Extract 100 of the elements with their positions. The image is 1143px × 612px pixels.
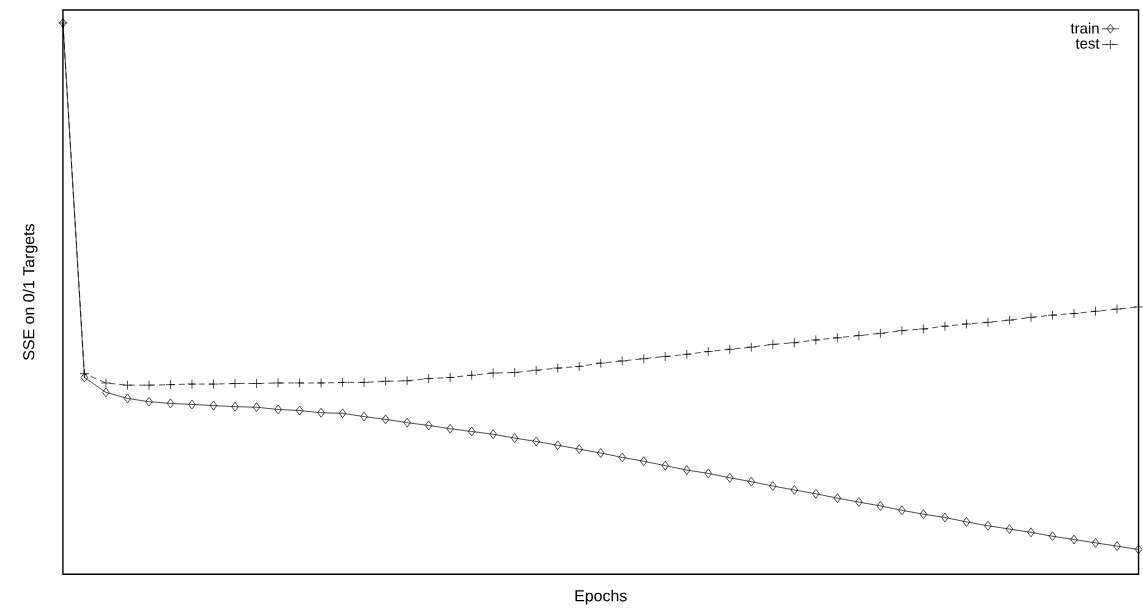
point bbox=[337, 377, 348, 388]
point bbox=[531, 365, 542, 376]
point bbox=[1090, 306, 1101, 317]
point bbox=[402, 375, 412, 386]
point bbox=[1048, 531, 1057, 541]
point bbox=[875, 328, 886, 339]
point bbox=[1091, 537, 1100, 548]
point bbox=[510, 433, 519, 443]
point bbox=[251, 378, 262, 389]
point bbox=[165, 379, 176, 390]
point bbox=[208, 379, 219, 389]
y-axis-title: SSE on 0/1 Targets bbox=[22, 224, 38, 360]
point bbox=[1005, 524, 1014, 534]
point bbox=[316, 378, 326, 388]
point bbox=[768, 339, 778, 350]
point bbox=[854, 330, 864, 341]
point bbox=[640, 456, 648, 466]
point bbox=[983, 317, 993, 328]
point bbox=[446, 423, 454, 434]
point bbox=[295, 405, 304, 416]
point bbox=[747, 476, 756, 487]
point bbox=[919, 509, 928, 519]
point bbox=[489, 429, 497, 439]
point bbox=[962, 516, 971, 527]
point bbox=[1112, 304, 1122, 314]
point bbox=[1004, 315, 1015, 325]
point bbox=[230, 378, 240, 389]
point bbox=[274, 404, 282, 415]
point bbox=[790, 484, 799, 495]
point bbox=[811, 335, 821, 345]
point bbox=[79, 368, 90, 379]
point bbox=[897, 325, 907, 336]
x-axis-title: Epochs bbox=[575, 589, 627, 605]
point bbox=[1134, 544, 1143, 555]
point bbox=[145, 396, 153, 407]
point bbox=[961, 319, 972, 329]
point bbox=[1070, 534, 1078, 545]
point bbox=[231, 401, 239, 412]
point bbox=[423, 373, 434, 384]
point bbox=[681, 349, 692, 360]
point bbox=[1113, 541, 1121, 551]
point bbox=[984, 520, 992, 531]
point bbox=[724, 344, 735, 355]
point bbox=[532, 436, 540, 447]
point bbox=[466, 370, 477, 380]
point bbox=[703, 346, 714, 357]
point bbox=[940, 321, 950, 331]
point bbox=[789, 337, 800, 348]
legend-label: train bbox=[1070, 22, 1099, 34]
point bbox=[552, 363, 563, 373]
point bbox=[252, 402, 261, 412]
point bbox=[1047, 310, 1058, 320]
point bbox=[661, 460, 669, 471]
point bbox=[704, 468, 712, 479]
point bbox=[638, 353, 649, 364]
point bbox=[122, 380, 133, 390]
point bbox=[80, 372, 89, 383]
point bbox=[1026, 312, 1036, 323]
point bbox=[338, 408, 347, 419]
point bbox=[509, 367, 520, 378]
point bbox=[746, 342, 757, 352]
point bbox=[941, 512, 949, 523]
point bbox=[209, 400, 218, 411]
point bbox=[618, 452, 626, 463]
point bbox=[359, 377, 369, 388]
point bbox=[726, 472, 734, 483]
point bbox=[144, 380, 154, 390]
point bbox=[317, 407, 325, 418]
point bbox=[380, 376, 391, 387]
point bbox=[812, 488, 820, 499]
point bbox=[294, 378, 305, 388]
point bbox=[424, 420, 433, 431]
point bbox=[769, 481, 777, 491]
point bbox=[876, 500, 885, 511]
point bbox=[381, 414, 390, 425]
point bbox=[617, 355, 628, 366]
point bbox=[360, 411, 368, 422]
point bbox=[832, 332, 843, 343]
point bbox=[273, 378, 283, 388]
point bbox=[123, 393, 132, 404]
point bbox=[187, 379, 197, 389]
point bbox=[554, 440, 562, 450]
point bbox=[1027, 527, 1035, 538]
point bbox=[683, 465, 691, 475]
point bbox=[575, 444, 583, 454]
legend-label: test bbox=[1075, 38, 1100, 49]
point bbox=[833, 493, 842, 503]
point bbox=[918, 324, 929, 334]
point bbox=[1069, 308, 1079, 319]
point bbox=[166, 398, 175, 409]
point bbox=[660, 351, 671, 362]
point bbox=[597, 448, 605, 458]
point bbox=[445, 372, 455, 383]
point bbox=[488, 368, 498, 378]
point bbox=[595, 358, 606, 368]
point bbox=[188, 399, 196, 410]
point bbox=[574, 361, 585, 372]
point bbox=[855, 497, 863, 507]
point bbox=[467, 426, 476, 437]
point bbox=[898, 505, 906, 516]
